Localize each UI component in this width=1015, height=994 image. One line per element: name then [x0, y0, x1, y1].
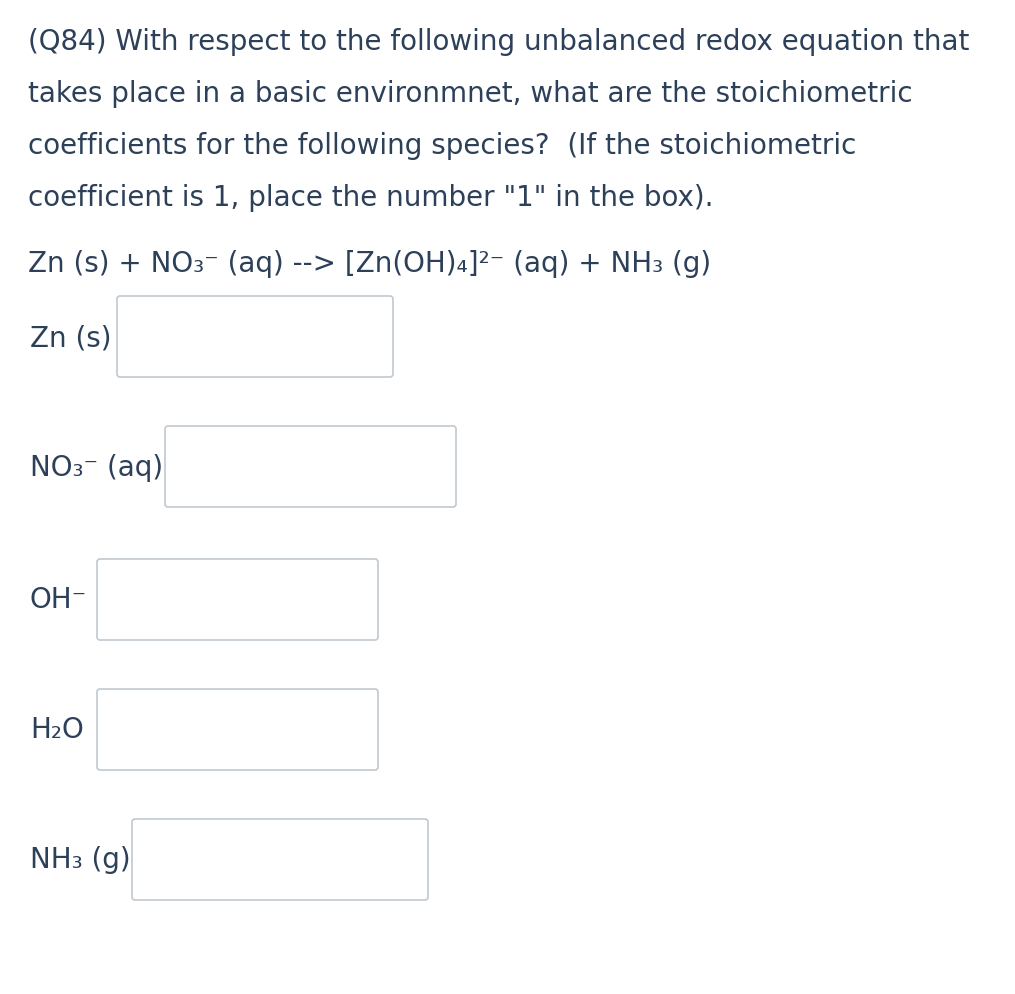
Text: Zn (s) + NO₃⁻ (aq) --> [Zn(OH)₄]²⁻ (aq) + NH₃ (g): Zn (s) + NO₃⁻ (aq) --> [Zn(OH)₄]²⁻ (aq) … — [28, 249, 712, 277]
Text: NO₃⁻ (aq): NO₃⁻ (aq) — [30, 453, 163, 481]
Text: NH₃ (g): NH₃ (g) — [30, 845, 131, 873]
Text: coefficient is 1, place the number "1" in the box).: coefficient is 1, place the number "1" i… — [28, 184, 714, 212]
Text: OH⁻: OH⁻ — [30, 585, 87, 613]
Text: (Q84) With respect to the following unbalanced redox equation that: (Q84) With respect to the following unba… — [28, 28, 969, 56]
Text: coefficients for the following species?  (If the stoichiometric: coefficients for the following species? … — [28, 132, 857, 160]
FancyBboxPatch shape — [165, 426, 456, 508]
Text: Zn (s): Zn (s) — [30, 324, 112, 352]
Text: takes place in a basic environmnet, what are the stoichiometric: takes place in a basic environmnet, what… — [28, 80, 912, 108]
Text: H₂O: H₂O — [30, 716, 84, 744]
FancyBboxPatch shape — [117, 296, 393, 378]
FancyBboxPatch shape — [132, 819, 428, 901]
FancyBboxPatch shape — [97, 689, 378, 770]
FancyBboxPatch shape — [97, 560, 378, 640]
